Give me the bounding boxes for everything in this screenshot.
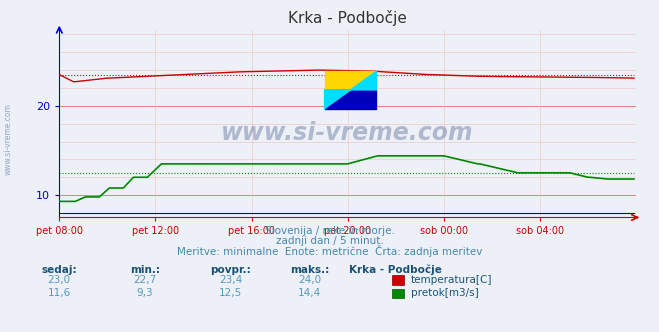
Text: 24,0: 24,0	[298, 275, 322, 285]
Polygon shape	[325, 90, 376, 109]
Text: 9,3: 9,3	[136, 288, 154, 298]
Polygon shape	[325, 71, 376, 90]
Text: zadnji dan / 5 minut.: zadnji dan / 5 minut.	[275, 236, 384, 246]
Text: 23,0: 23,0	[47, 275, 71, 285]
Text: Meritve: minimalne  Enote: metrične  Črta: zadnja meritev: Meritve: minimalne Enote: metrične Črta:…	[177, 245, 482, 257]
Text: 23,4: 23,4	[219, 275, 243, 285]
Text: maks.:: maks.:	[290, 265, 330, 275]
Text: pretok[m3/s]: pretok[m3/s]	[411, 288, 478, 298]
Text: www.si-vreme.com: www.si-vreme.com	[4, 104, 13, 175]
Text: sedaj:: sedaj:	[42, 265, 77, 275]
Text: 14,4: 14,4	[298, 288, 322, 298]
Text: min.:: min.:	[130, 265, 160, 275]
Text: Slovenija / reke in morje.: Slovenija / reke in morje.	[264, 226, 395, 236]
Text: povpr.:: povpr.:	[210, 265, 251, 275]
Title: Krka - Podbočje: Krka - Podbočje	[288, 10, 407, 26]
Text: 11,6: 11,6	[47, 288, 71, 298]
Text: www.si-vreme.com: www.si-vreme.com	[221, 121, 474, 145]
Polygon shape	[325, 71, 376, 109]
Text: Krka - Podbočje: Krka - Podbočje	[349, 264, 442, 275]
Text: 12,5: 12,5	[219, 288, 243, 298]
Text: 22,7: 22,7	[133, 275, 157, 285]
Text: temperatura[C]: temperatura[C]	[411, 275, 492, 285]
